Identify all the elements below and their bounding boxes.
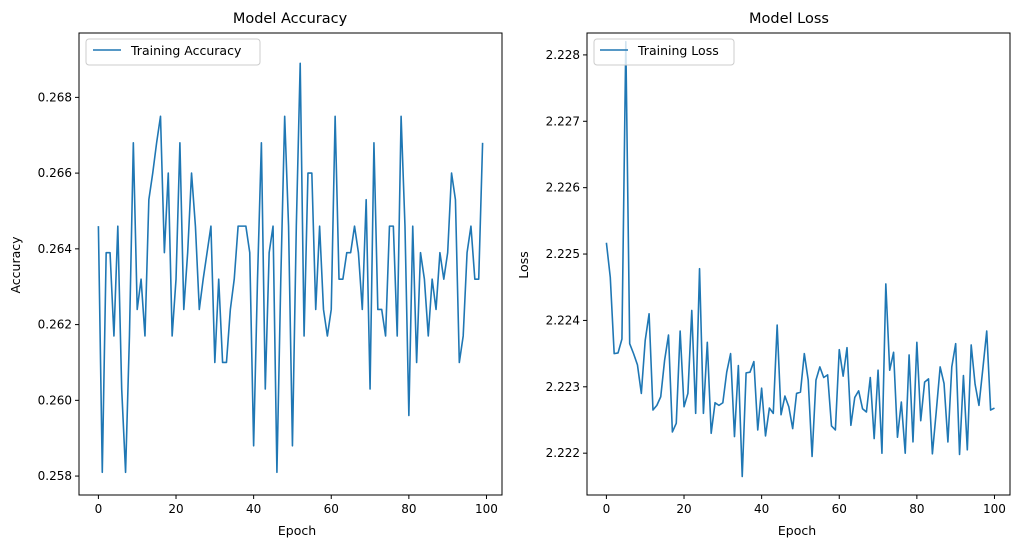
loss-x-tick-label: 80 (909, 502, 924, 516)
accuracy-series-line (97, 62, 484, 474)
accuracy-x-tick-label: 60 (324, 502, 339, 516)
loss-chart: Model Loss Epoch Loss 0 20 40 60 80 100 2.222 2… (516, 11, 1011, 538)
loss-legend-label: Training Loss (637, 43, 719, 58)
accuracy-x-tick-label: 20 (168, 502, 183, 516)
accuracy-series (97, 62, 484, 474)
loss-x-tick-label: 100 (983, 502, 1006, 516)
accuracy-x-tick-label: 0 (95, 502, 103, 516)
accuracy-legend: Training Accuracy (85, 38, 261, 66)
accuracy-plot-frame (78, 32, 503, 496)
accuracy-chart-title: Model Accuracy (233, 11, 348, 27)
loss-chart-title: Model Loss (749, 11, 829, 27)
accuracy-x-tick-label: 80 (401, 502, 416, 516)
loss-x-axis-label: Epoch (778, 523, 816, 538)
accuracy-x-axis-label: Epoch (278, 523, 316, 538)
loss-x-tick-label: 0 (603, 502, 611, 516)
loss-y-tick-label: 2.226 (546, 181, 580, 195)
accuracy-y-tick-label: 0.264 (38, 242, 72, 256)
loss-x-tick-label: 20 (676, 502, 691, 516)
loss-legend: Training Loss (593, 38, 735, 66)
loss-y-tick-label: 2.227 (546, 114, 580, 128)
loss-x-tick-label: 40 (754, 502, 769, 516)
loss-y-tick-label: 2.222 (546, 446, 580, 460)
accuracy-chart: Model Accuracy Epoch Accuracy 0 20 40 60 80 1… (8, 11, 503, 538)
accuracy-y-tick-label: 0.258 (38, 469, 72, 483)
accuracy-legend-label: Training Accuracy (130, 43, 242, 58)
accuracy-y-tick-label: 0.260 (38, 393, 72, 407)
loss-y-tick-label: 2.223 (546, 380, 580, 394)
accuracy-legend-box (85, 38, 261, 66)
accuracy-y-tick-label: 0.262 (38, 318, 72, 332)
loss-series (605, 40, 995, 478)
loss-y-axis-label: Loss (516, 251, 531, 278)
accuracy-y-axis-label: Accuracy (8, 236, 23, 294)
loss-y-tick-label: 2.228 (546, 48, 580, 62)
loss-plot-frame (586, 32, 1011, 496)
accuracy-y-tick-label: 0.266 (38, 166, 72, 180)
loss-ticks: 0 20 40 60 80 100 2.222 2.223 2.224 2.225 2.226 2.2… (546, 48, 1006, 516)
accuracy-x-tick-label: 100 (475, 502, 498, 516)
accuracy-x-tick-label: 40 (246, 502, 261, 516)
loss-legend-box (593, 38, 735, 66)
loss-y-tick-label: 2.225 (546, 247, 580, 261)
loss-y-tick-label: 2.224 (546, 313, 580, 327)
accuracy-y-tick-label: 0.268 (38, 90, 72, 104)
loss-x-tick-label: 60 (832, 502, 847, 516)
accuracy-ticks: 0 20 40 60 80 100 0.258 0.260 0.262 0.264 0.266 0.2… (38, 90, 498, 516)
loss-series-line (605, 40, 995, 478)
